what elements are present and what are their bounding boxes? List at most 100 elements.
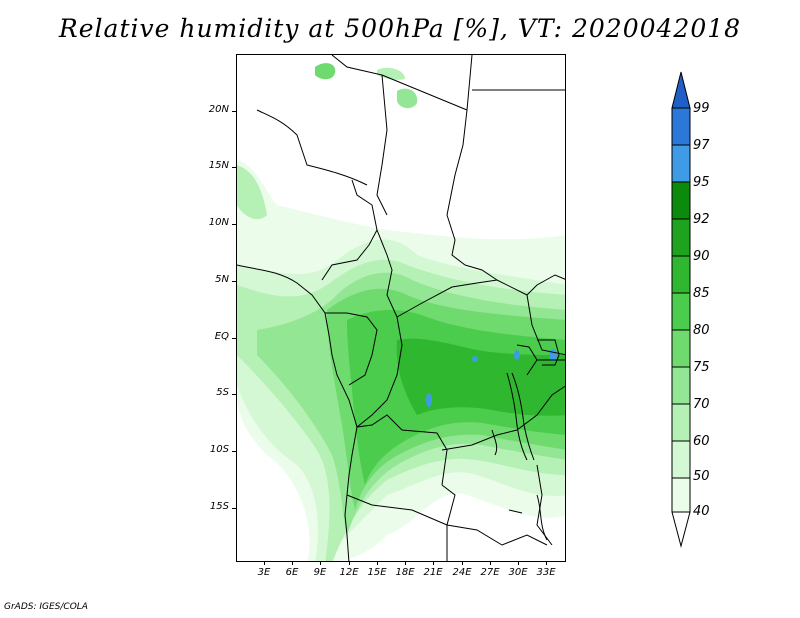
colorbar-segment-90-92 — [671, 218, 691, 257]
border-sudan-north — [466, 55, 473, 111]
lat-label-15n: 15N — [208, 160, 229, 171]
lon-label-21e: 21E — [423, 567, 443, 578]
chart-title: Relative humidity at 500hPa [%], VT: 202… — [58, 14, 742, 43]
humidity-west-patch — [237, 165, 267, 220]
border-nigeria-cameroon — [321, 179, 378, 281]
border-gabon-congo — [346, 312, 378, 386]
border-niger-chad — [376, 74, 388, 216]
border-zambia-drc — [441, 385, 565, 451]
colorbar-label-92: 92 — [693, 212, 710, 227]
colorbar-label-90: 90 — [693, 249, 710, 264]
lon-tick-12e — [349, 561, 350, 565]
colorbar-segment-50-60 — [671, 440, 691, 479]
lon-tick-15e — [377, 561, 378, 565]
border-car-sudan — [464, 264, 498, 281]
humidity-north-patch-3 — [377, 67, 405, 80]
lon-tick-21e — [433, 561, 434, 565]
lake-tanganyika-outline — [506, 372, 528, 461]
lon-label-30e: 30E — [508, 567, 528, 578]
lon-tick-33e — [546, 561, 547, 565]
colorbar-label-50: 50 — [693, 469, 710, 484]
border-libya-chad — [331, 55, 468, 111]
border-angola-zambia — [441, 484, 456, 561]
lat-label-eq: EQ — [214, 331, 229, 342]
lake-tanganyika-outline-east — [511, 372, 535, 461]
colorbar-segment-75-80 — [671, 329, 691, 368]
lat-tick-eq — [232, 338, 236, 339]
lon-label-15e: 15E — [367, 567, 387, 578]
lon-label-12e: 12E — [339, 567, 359, 578]
humidity-north-patch-2 — [397, 88, 418, 109]
humidity-field — [237, 63, 565, 561]
coastline-west — [237, 264, 358, 561]
lon-tick-6e — [292, 561, 293, 565]
colorbar-segment-92-95 — [671, 181, 691, 220]
lakes — [426, 349, 557, 407]
map-panel — [236, 54, 566, 562]
colorbar-label-80: 80 — [693, 323, 710, 338]
colorbar-label-70: 70 — [693, 397, 710, 412]
colorbar-segment-below-40 — [671, 511, 691, 548]
colorbar-segment-85-90 — [671, 255, 691, 294]
lat-tick-15s — [232, 508, 236, 509]
lat-label-10s: 10S — [209, 444, 229, 455]
border-chad-sudan — [446, 109, 468, 266]
colorbar-segment-80-85 — [671, 292, 691, 331]
colorbar-label-95: 95 — [693, 175, 710, 190]
lat-label-5s: 5S — [216, 387, 229, 398]
border-angola-namibia — [346, 494, 448, 526]
country-borders — [237, 55, 565, 561]
lake-tanganyika-north — [426, 393, 432, 407]
lake-kivu — [514, 350, 520, 360]
lake-victoria-outline — [537, 339, 560, 366]
colorbar-label-99: 99 — [693, 101, 710, 116]
lon-label-24e: 24E — [452, 567, 472, 578]
lon-label-9e: 9E — [313, 567, 327, 578]
lon-tick-3e — [264, 561, 265, 565]
lon-tick-9e — [320, 561, 321, 565]
border-cameroon-car — [376, 229, 398, 318]
border-congo-drc — [356, 316, 403, 428]
lake-kariba-outline — [508, 509, 523, 514]
border-east-africa — [526, 294, 565, 356]
border-niger-nigeria — [256, 109, 368, 186]
lat-tick-15n — [232, 167, 236, 168]
colorbar-label-75: 75 — [693, 360, 710, 375]
lon-tick-18e — [405, 561, 406, 565]
lon-label-33e: 33E — [536, 567, 556, 578]
lake-mweru-outline — [491, 429, 498, 456]
border-zambia-south — [446, 524, 548, 546]
colorbar-segment-60-70 — [671, 403, 691, 442]
lat-label-10n: 10N — [208, 217, 229, 228]
border-rwanda — [516, 344, 538, 376]
border-drc-angola — [356, 414, 448, 486]
lat-tick-10n — [232, 224, 236, 225]
lat-label-20n: 20N — [208, 104, 229, 115]
colorbar-label-60: 60 — [693, 434, 710, 449]
colorbar-segment-95-97 — [671, 144, 691, 183]
humidity-85-area — [396, 338, 565, 416]
lat-tick-20n — [232, 111, 236, 112]
border-car-south — [396, 279, 528, 318]
lat-tick-5s — [232, 394, 236, 395]
humidity-map — [237, 55, 565, 561]
lat-label-5n: 5N — [215, 274, 229, 285]
lon-label-18e: 18E — [395, 567, 415, 578]
colorbar — [671, 71, 691, 548]
lon-tick-30e — [518, 561, 519, 565]
lon-label-3e: 3E — [257, 567, 271, 578]
lake-malawi-outline — [536, 494, 548, 541]
colorbar-label-85: 85 — [693, 286, 710, 301]
colorbar-label-40: 40 — [693, 504, 710, 519]
lat-label-15s: 15S — [209, 501, 229, 512]
colorbar-segment-above-99 — [671, 71, 691, 109]
colorbar-segment-97-99 — [671, 107, 691, 146]
lat-tick-10s — [232, 451, 236, 452]
lon-tick-24e — [462, 561, 463, 565]
colorbar-label-97: 97 — [693, 138, 710, 153]
lake-small-1 — [472, 356, 478, 362]
lat-tick-5n — [232, 281, 236, 282]
border-south-sudan-east — [526, 274, 565, 296]
lake-victoria-west — [549, 349, 557, 361]
lake-outlines — [491, 339, 560, 541]
